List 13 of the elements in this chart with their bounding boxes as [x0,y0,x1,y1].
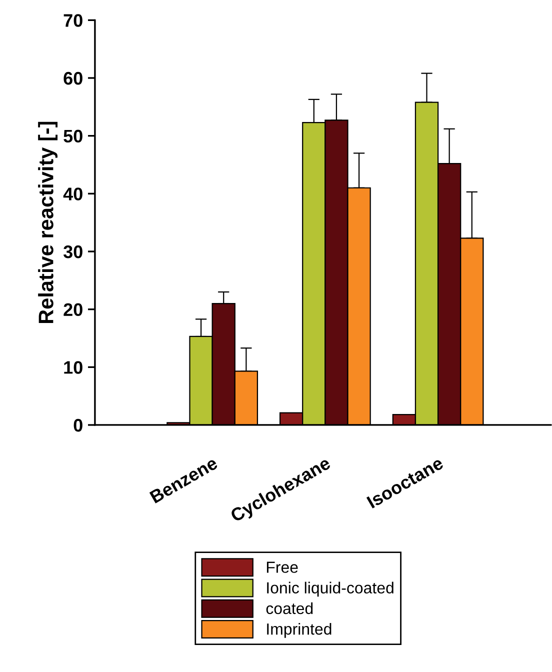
y-tick-label: 70 [64,14,82,27]
legend-label: Imprinted [267,622,332,638]
legend-label: coated [266,602,313,614]
legend-label: Free [266,562,298,573]
y-tick-label: 20 [64,303,82,316]
y-tick-label: 30 [63,245,82,258]
y-tick-label: 50 [64,130,82,143]
y-tick-label: 10 [64,361,82,374]
y-tick-label: 60 [64,72,82,85]
y-tick-label: 40 [63,188,82,200]
legend-label: Ionic liquid-coated [267,582,394,597]
y-axis-title: Relative reactivity [-] [38,122,58,324]
y-tick-label: 0 [74,418,82,432]
